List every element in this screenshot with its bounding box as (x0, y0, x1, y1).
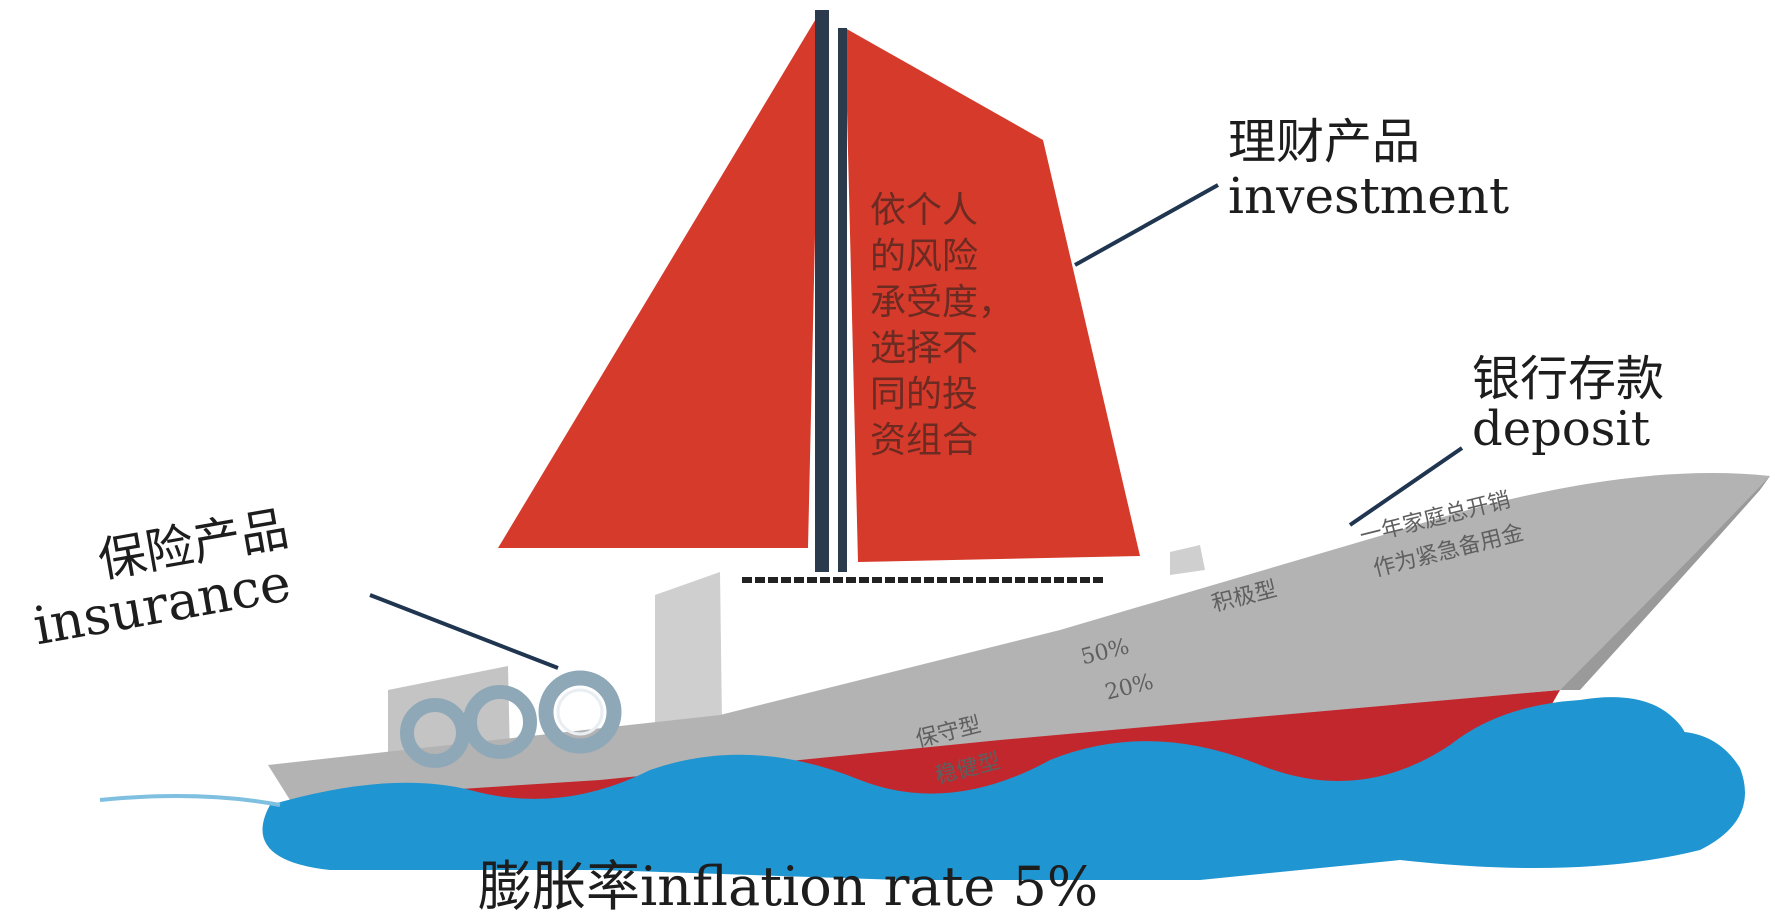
waves (262, 697, 1745, 880)
left-sail (498, 12, 820, 548)
leader-investment (1074, 183, 1219, 267)
life-ring (463, 685, 537, 759)
label-deposit-en: deposit (1472, 401, 1650, 457)
sail-text-block: 依个人 的风险 承受度， 选择不 同的投 资组合 (870, 190, 1014, 461)
life-ring (400, 698, 470, 768)
label-investment-en: investment (1228, 167, 1509, 225)
bow-cabin (1170, 545, 1205, 575)
life-rings (400, 670, 622, 768)
life-ring (538, 670, 622, 754)
wave-spray (99, 794, 281, 807)
label-inflation: 膨胀率inflation rate 5% (478, 855, 1098, 916)
leader-insurance (369, 593, 559, 670)
sail-text-line: 资组合 (870, 420, 978, 461)
sail-text-line: 的风险 (870, 236, 978, 277)
cabin (655, 572, 722, 738)
sail-text-line: 选择不 (870, 328, 978, 369)
mast-inner (838, 28, 847, 572)
right-sail (845, 28, 1140, 562)
sail-text-line: 依个人 (870, 190, 978, 231)
insurance-label-group: 保险产品 insurance (29, 501, 295, 658)
sail-text-line: 承受度， (870, 282, 1014, 323)
hull (268, 473, 1770, 800)
label-investment-cn: 理财产品 (1228, 114, 1420, 170)
life-ring-inner (556, 688, 604, 736)
sail-text-line: 同的投 (870, 374, 978, 415)
label-deposit-cn: 银行存款 (1472, 351, 1664, 407)
mast (815, 10, 829, 572)
leader-deposit (1348, 446, 1464, 527)
